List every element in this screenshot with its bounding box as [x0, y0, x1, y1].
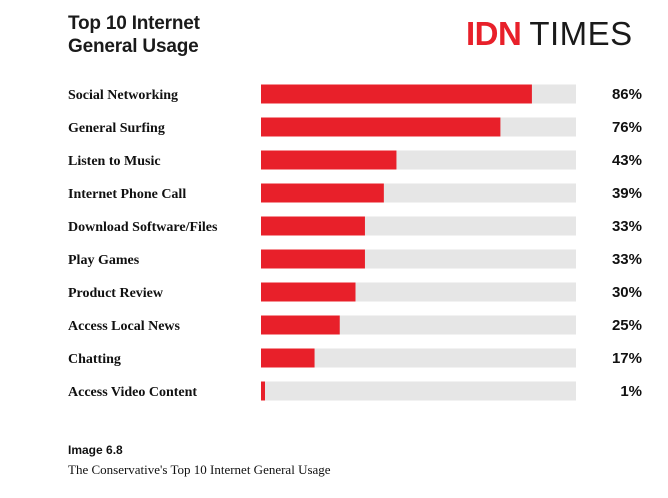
- category-label: Social Networking: [68, 88, 178, 103]
- bar-track: [261, 348, 576, 368]
- bar: [261, 150, 397, 170]
- caption-id: Image 6.8: [68, 443, 123, 457]
- bar: [261, 84, 532, 104]
- value-label: 17%: [612, 350, 642, 367]
- chart-title-line2: General Usage: [68, 36, 199, 57]
- bar: [261, 183, 384, 203]
- logo-idn-text: IDN: [466, 15, 522, 52]
- category-label: Listen to Music: [68, 154, 161, 169]
- chart-title: Top 10 Internet General Usage: [68, 12, 328, 58]
- category-label: Play Games: [68, 253, 140, 268]
- bar: [261, 315, 340, 335]
- value-label: 30%: [612, 284, 642, 301]
- value-label: 33%: [612, 218, 642, 235]
- value-label: 25%: [612, 317, 642, 334]
- category-label: Access Video Content: [68, 385, 197, 400]
- value-label: 33%: [612, 251, 642, 268]
- logo-times-text: TIMES: [529, 15, 633, 52]
- bar: [261, 282, 356, 302]
- category-label: Access Local News: [68, 319, 181, 334]
- caption-text: The Conservative's Top 10 Internet Gener…: [68, 462, 331, 477]
- category-label: Chatting: [68, 352, 121, 367]
- category-label: General Surfing: [68, 121, 165, 136]
- value-label: 76%: [612, 119, 642, 136]
- bar: [261, 348, 315, 368]
- bar: [261, 117, 501, 137]
- value-label: 1%: [620, 383, 642, 400]
- category-label: Internet Phone Call: [68, 187, 186, 202]
- value-label: 43%: [612, 152, 642, 169]
- bar: [261, 249, 365, 269]
- bar: [261, 216, 365, 236]
- value-label: 86%: [612, 86, 642, 103]
- category-label: Product Review: [68, 286, 164, 301]
- value-label: 39%: [612, 185, 642, 202]
- chart-title-line1: Top 10 Internet: [68, 13, 200, 34]
- category-label: Download Software/Files: [68, 220, 218, 235]
- bar: [261, 381, 265, 401]
- bar-track: [261, 381, 576, 401]
- idn-times-logo: IDN TIMES: [466, 16, 633, 52]
